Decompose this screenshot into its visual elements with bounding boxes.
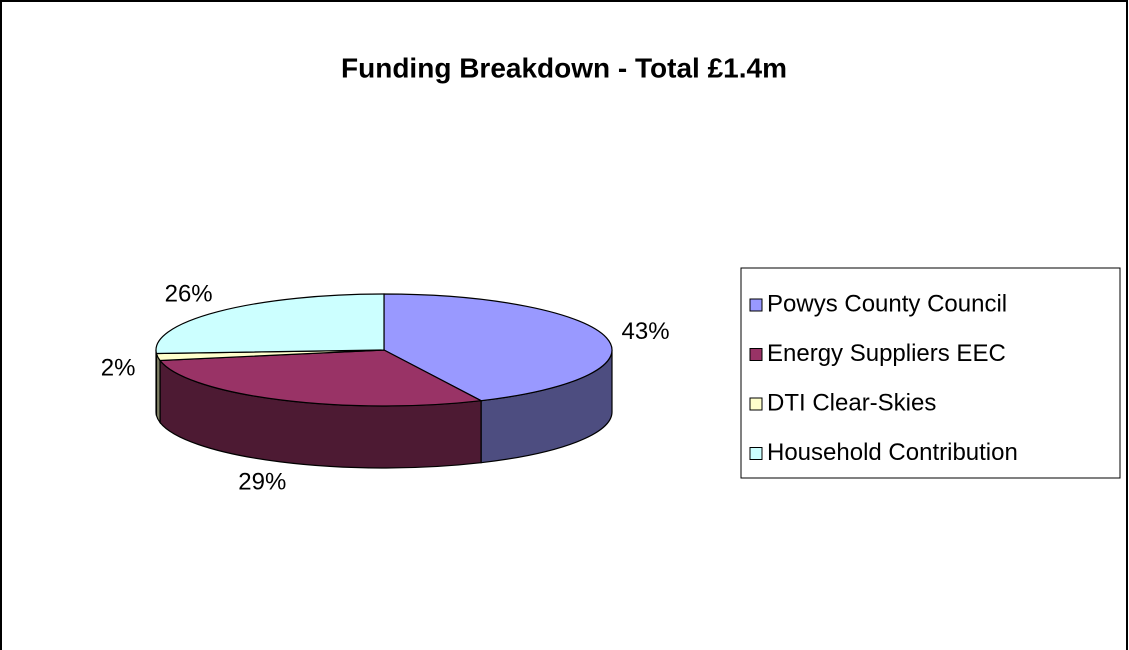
data-label: 43% bbox=[622, 318, 670, 345]
legend-label: Household Contribution bbox=[767, 439, 1018, 466]
legend-swatch bbox=[749, 397, 763, 411]
legend-label: DTI Clear-Skies bbox=[767, 389, 936, 416]
pie-slice bbox=[158, 349, 484, 407]
data-label: 26% bbox=[165, 281, 213, 308]
pie-slice bbox=[383, 293, 613, 402]
legend-box bbox=[740, 267, 1121, 479]
pie-slice bbox=[155, 293, 385, 355]
data-label: 2% bbox=[101, 355, 136, 382]
legend-swatch bbox=[749, 298, 763, 312]
chart-title: Funding Breakdown - Total £1.4m bbox=[341, 52, 787, 83]
legend-label: Powys County Council bbox=[767, 290, 1007, 317]
legend-swatch bbox=[749, 447, 763, 460]
legend-swatch bbox=[749, 348, 763, 361]
data-label: 29% bbox=[238, 469, 286, 496]
legend-label: Energy Suppliers EEC bbox=[767, 340, 1006, 367]
